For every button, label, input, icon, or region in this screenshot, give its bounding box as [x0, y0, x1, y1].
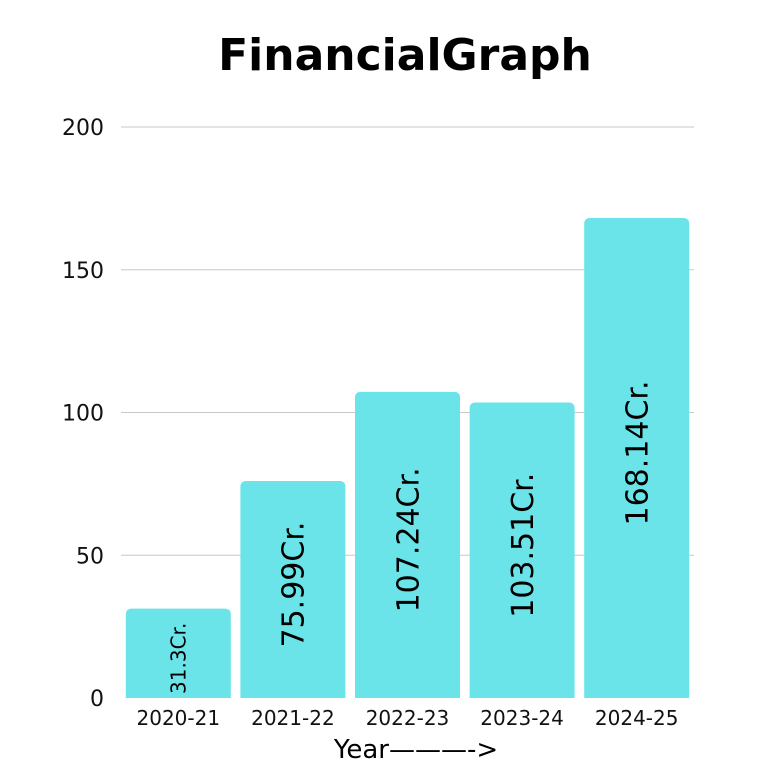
bar [355, 391, 460, 698]
x-tick-label: 2024-25 [595, 706, 679, 730]
y-tick-label: 100 [62, 402, 104, 427]
x-tick-label: 2022-23 [366, 706, 450, 730]
y-tick-label: 200 [62, 116, 104, 141]
y-axis-ticks: 0 50 100 150 200 [62, 116, 104, 712]
bar-data-label: 75.99Cr. [277, 522, 312, 648]
bar [240, 481, 346, 698]
bar-data-label: 107.24Cr. [391, 467, 426, 612]
y-tick-label: 50 [76, 544, 104, 569]
chart-title: FinancialGraph [218, 30, 592, 81]
x-tick-label: 2021-22 [251, 706, 335, 730]
x-axis-ticks: 2020-21 2021-22 2022-23 2023-24 2024-25 [137, 706, 679, 730]
x-axis-label: Year———-> [333, 735, 498, 765]
y-tick-label: 0 [90, 687, 104, 712]
bar-data-label: 168.14Cr. [621, 380, 656, 525]
bar [125, 608, 231, 698]
x-tick-label: 2023-24 [480, 706, 564, 730]
y-tick-label: 150 [62, 259, 104, 284]
bar-data-label: 31.3Cr. [167, 623, 191, 694]
bar-data-label: 103.51Cr. [506, 473, 541, 618]
bar [584, 217, 690, 698]
bar [469, 402, 575, 698]
data-labels: 31.3Cr. 75.99Cr. 107.24Cr. 103.51Cr. 168.14C… [167, 380, 656, 693]
bars [125, 217, 690, 698]
x-tick-label: 2020-21 [137, 706, 221, 730]
